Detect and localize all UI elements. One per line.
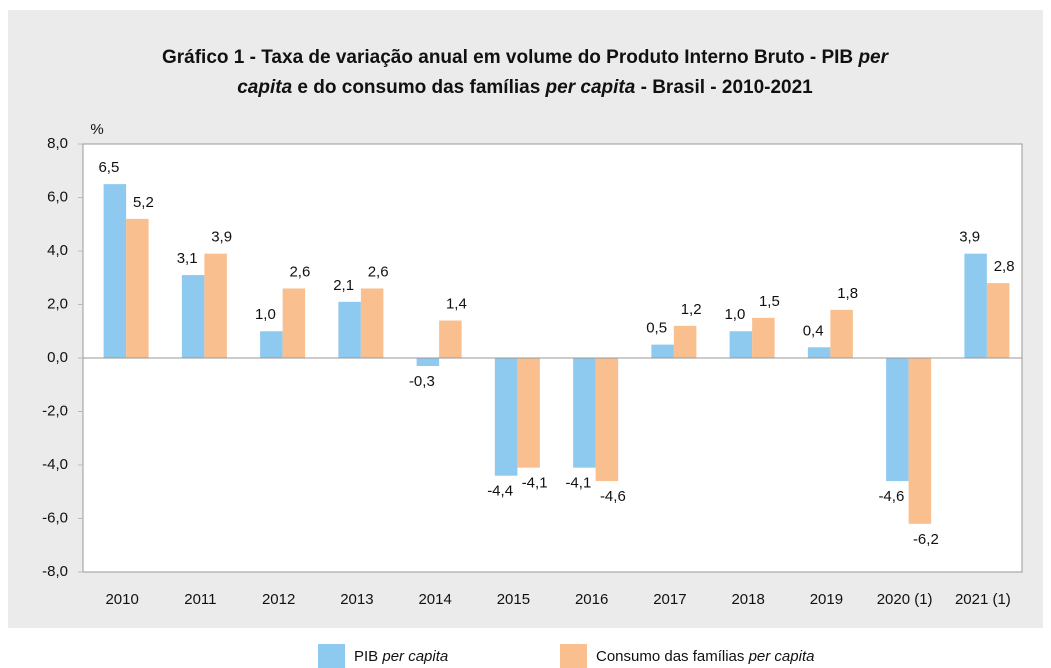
y-tick-label: -4,0 <box>42 456 68 473</box>
value-label: -4,1 <box>565 475 591 492</box>
x-tick-label: 2014 <box>418 591 451 608</box>
value-label: 2,8 <box>994 258 1015 275</box>
bar <box>830 309 853 358</box>
value-label: 5,2 <box>133 194 154 211</box>
bar <box>282 288 306 358</box>
bar <box>986 283 1010 358</box>
value-label: -4,6 <box>600 488 626 505</box>
legend-swatch <box>318 644 345 668</box>
x-tick-label: 2019 <box>810 591 843 608</box>
bar <box>651 344 674 358</box>
bar <box>126 218 149 358</box>
y-tick-label: 8,0 <box>47 135 68 152</box>
chart-title: Gráfico 1 - Taxa de variação anual em vo… <box>162 47 890 68</box>
x-tick-label: 2015 <box>497 591 530 608</box>
bar <box>103 184 127 358</box>
x-tick-label: 2016 <box>575 591 608 608</box>
value-label: 1,0 <box>724 306 745 323</box>
y-tick-label: 2,0 <box>47 295 68 312</box>
bar <box>807 347 831 358</box>
y-tick-label: -2,0 <box>42 402 68 419</box>
value-label: 0,4 <box>803 322 824 339</box>
chart-title: capita e do consumo das famílias per cap… <box>237 77 813 98</box>
bar <box>494 358 518 476</box>
text-run: e do consumo das famílias <box>292 77 545 98</box>
value-label: 1,0 <box>255 306 276 323</box>
x-tick-label: 2017 <box>653 591 686 608</box>
text-run: Consumo das famílias <box>596 648 749 665</box>
bar <box>338 301 361 358</box>
value-label: -4,6 <box>878 488 904 505</box>
legend-swatch <box>560 644 587 668</box>
y-tick-label: 4,0 <box>47 242 68 259</box>
text-run: per <box>857 47 889 68</box>
bar <box>517 358 540 468</box>
legend-label: PIB per capita <box>354 648 448 665</box>
x-tick-label: 2012 <box>262 591 295 608</box>
legend-label: Consumo das famílias per capita <box>596 648 814 665</box>
text-run: capita <box>237 77 292 98</box>
y-tick-label: 0,0 <box>47 349 68 366</box>
y-tick-label: 6,0 <box>47 188 68 205</box>
x-tick-label: 2010 <box>105 591 138 608</box>
bar <box>886 358 909 482</box>
value-label: 1,2 <box>681 301 702 318</box>
y-axis-label: % <box>90 121 103 138</box>
bar <box>595 358 619 482</box>
y-tick-label: -6,0 <box>42 509 68 526</box>
bar <box>573 358 596 468</box>
bar <box>964 253 987 358</box>
text-run: PIB <box>354 648 382 665</box>
value-label: -4,4 <box>487 483 513 500</box>
bar <box>673 325 697 358</box>
value-label: 2,1 <box>333 277 354 294</box>
value-label: 3,1 <box>177 250 198 267</box>
value-label: 1,5 <box>759 293 780 310</box>
x-tick-label: 2020 (1) <box>877 591 933 608</box>
value-label: -0,3 <box>409 373 435 390</box>
value-label: 6,5 <box>98 159 119 176</box>
bar <box>360 288 384 358</box>
value-label: 3,9 <box>211 229 232 246</box>
text-run: per capita <box>545 77 636 98</box>
bar <box>204 253 227 358</box>
value-label: -4,1 <box>522 475 548 492</box>
value-label: 1,8 <box>837 285 858 302</box>
text-run: - Brasil - 2010-2021 <box>635 77 813 98</box>
y-tick-label: -8,0 <box>42 563 68 580</box>
x-tick-label: 2011 <box>184 591 216 608</box>
bar <box>908 358 932 524</box>
value-label: 3,9 <box>959 229 980 246</box>
x-tick-label: 2021 (1) <box>955 591 1011 608</box>
text-run: Gráfico 1 - Taxa de variação anual em vo… <box>162 47 858 68</box>
bar <box>260 331 283 358</box>
text-run: per capita <box>748 648 815 665</box>
value-label: 2,6 <box>289 263 310 280</box>
bar <box>181 275 205 358</box>
bar <box>752 317 775 358</box>
value-label: -6,2 <box>913 531 939 548</box>
value-label: 2,6 <box>368 263 389 280</box>
bar <box>439 320 462 358</box>
x-tick-label: 2013 <box>340 591 373 608</box>
value-label: 0,5 <box>646 320 667 337</box>
x-tick-label: 2018 <box>731 591 764 608</box>
bar <box>416 358 440 367</box>
value-label: 1,4 <box>446 296 467 313</box>
text-run: per capita <box>381 648 448 665</box>
bar <box>729 331 753 358</box>
